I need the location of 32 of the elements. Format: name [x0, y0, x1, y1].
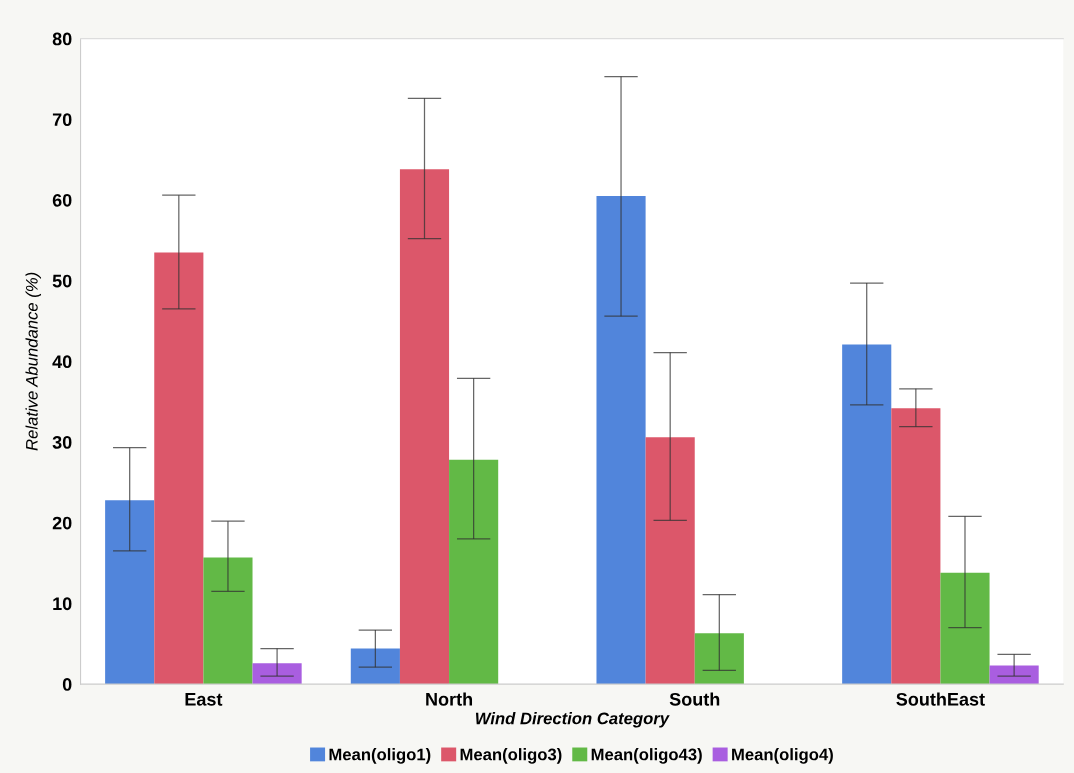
y-tick-label: 80: [52, 32, 72, 46]
bar: [154, 252, 204, 685]
y-tick-label: 70: [52, 113, 72, 127]
bar: [891, 408, 941, 685]
bar: [252, 663, 302, 685]
bar: [449, 459, 499, 685]
bar: [105, 500, 155, 685]
bar: [596, 195, 646, 685]
legend-label: Mean(oligo43): [591, 748, 702, 764]
bar: [645, 437, 695, 685]
y-tick-label: 20: [52, 516, 72, 530]
y-tick-label: 10: [53, 597, 72, 611]
x-tick-label: East: [185, 693, 223, 706]
x-axis-title: Wind Direction Category: [475, 712, 670, 728]
legend-label: Mean(oligo1): [329, 748, 431, 764]
y-tick-label: 50: [52, 274, 72, 288]
x-tick-label: SouthEast: [896, 692, 985, 706]
bar: [694, 633, 744, 685]
y-axis-title: Relative Abundance (%): [25, 272, 42, 451]
bar: [842, 344, 892, 685]
legend-label: Mean(oligo4): [732, 748, 833, 764]
bar: [203, 557, 253, 685]
x-tick-label: South: [669, 692, 720, 706]
bar: [350, 648, 400, 685]
y-tick-label: 0: [62, 678, 72, 691]
bar: [399, 169, 450, 685]
y-tick-label: 60: [52, 193, 72, 207]
legend-label: Mean(oligo3): [460, 748, 562, 764]
bar: [940, 572, 990, 685]
x-tick-label: North: [426, 692, 473, 706]
y-tick-label: 30: [52, 435, 72, 449]
y-tick-label: 40: [52, 355, 72, 369]
